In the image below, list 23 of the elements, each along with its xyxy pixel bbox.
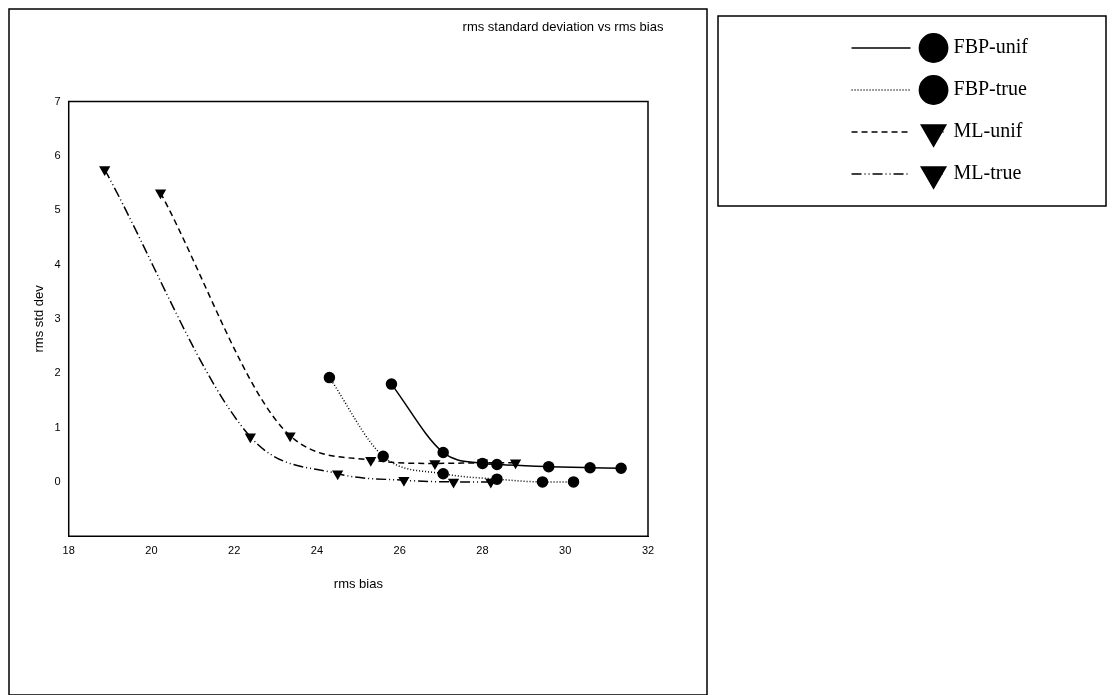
x-tick-label: 28 bbox=[476, 543, 489, 556]
x-tick-label: 30 bbox=[559, 543, 572, 556]
y-axis-title: rms std dev bbox=[31, 284, 47, 353]
y-tick-label: 1 bbox=[54, 420, 61, 433]
x-tick-label: 24 bbox=[310, 543, 324, 556]
legend-label: FBP-true bbox=[953, 77, 1027, 100]
legend-label: ML-unif bbox=[953, 119, 1023, 142]
y-tick-label: 4 bbox=[54, 257, 61, 270]
legend-label: ML-true bbox=[953, 161, 1022, 184]
chart-title: rms standard deviation vs rms bias bbox=[462, 19, 664, 35]
x-axis-title: rms bias bbox=[333, 575, 384, 591]
x-tick-label: 22 bbox=[228, 543, 241, 556]
y-tick-label: 5 bbox=[54, 203, 61, 216]
legend-label: FBP-unif bbox=[953, 35, 1029, 58]
x-tick-label: 32 bbox=[641, 543, 655, 556]
y-tick-label: 2 bbox=[54, 366, 61, 379]
y-tick-label: 7 bbox=[54, 94, 61, 107]
y-tick-label: 3 bbox=[54, 311, 61, 324]
x-tick-label: 18 bbox=[62, 543, 75, 556]
y-tick-label: 6 bbox=[54, 148, 61, 161]
y-tick-label: 0 bbox=[54, 474, 61, 487]
x-tick-label: 26 bbox=[393, 543, 406, 556]
x-tick-label: 20 bbox=[145, 543, 158, 556]
